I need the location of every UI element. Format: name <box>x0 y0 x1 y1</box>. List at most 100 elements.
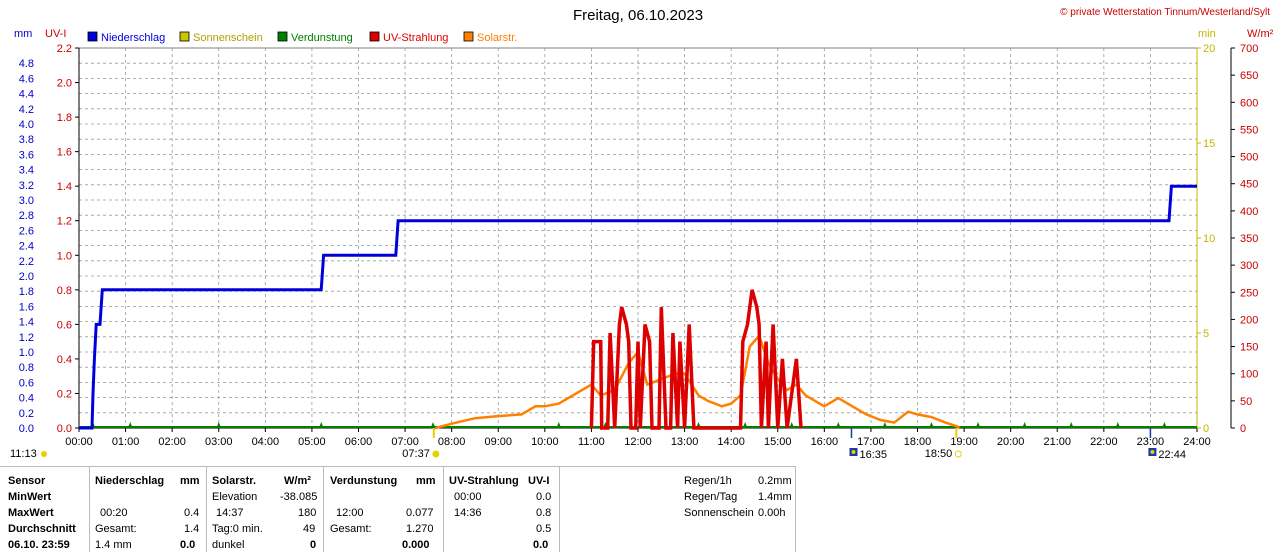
weather-chart: 00:00 01:00 02:00 03:00 04:00 05:00 06:00 07:00… <box>10 7 1274 461</box>
table-cell: Gesamt: <box>95 523 137 535</box>
table-cell: 12:00 <box>336 507 364 519</box>
chart-title: Freitag, 06.10.2023 <box>573 7 703 24</box>
wm2-tick-label: 150 <box>1240 342 1258 354</box>
table-header-sensor: Sensor <box>8 475 46 487</box>
table-row-label: MaxWert <box>8 507 54 519</box>
evaporation-marker <box>1115 422 1120 427</box>
copyright-text: © private Wetterstation Tinnum/Westerlan… <box>1060 7 1270 18</box>
wm2-tick-label: 300 <box>1240 260 1258 272</box>
chart-axes: 00:00 01:00 02:00 03:00 04:00 05:00 06:00 07:00… <box>10 28 1274 461</box>
uv-tick-label: 1.2 <box>57 216 72 228</box>
chart-legend: Niederschlag Sonnenschein Verdunstung UV-St… <box>87 31 517 44</box>
sun-event-label: 16:35 <box>859 449 887 461</box>
min-tick-label: 20 <box>1203 43 1215 55</box>
wm2-tick-label: 50 <box>1240 396 1252 408</box>
legend-label: Solarstr. <box>477 32 517 44</box>
evaporation-marker <box>1162 422 1167 427</box>
table-divider <box>795 466 796 552</box>
uv-tick-label: 1.0 <box>57 250 72 262</box>
table-cell: 0.0 <box>536 491 552 503</box>
evaporation-marker <box>556 422 561 427</box>
table-header-precip: Niederschlag <box>95 475 165 487</box>
sun-icon <box>41 451 47 457</box>
x-tick-label: 09:00 <box>484 436 512 448</box>
evaporation-marker <box>882 422 887 427</box>
table-row-label: Durchschnitt <box>8 523 76 535</box>
table-cell: Tag:0 min. <box>212 523 263 535</box>
moon-icon <box>1150 450 1155 454</box>
table-cell: 0.8 <box>536 507 552 519</box>
mm-tick-label: 3.2 <box>19 180 34 192</box>
table-header-evap: Verdunstung <box>330 475 398 487</box>
min-axis-label: min <box>1198 28 1216 40</box>
table-header-solar: Solarstr. <box>212 475 257 487</box>
x-tick-label: 13:00 <box>671 436 699 448</box>
x-tick-label: 12:00 <box>624 436 652 448</box>
table-cell: 14:36 <box>454 507 482 519</box>
evaporation-marker <box>1022 422 1027 427</box>
evaporation-marker <box>789 422 794 427</box>
mm-tick-label: 2.4 <box>19 241 34 253</box>
table-cell: 00:00 <box>454 491 482 503</box>
wm2-tick-label: 0 <box>1240 423 1246 435</box>
legend-label: UV-Strahlung <box>383 32 448 44</box>
mm-tick-label: 4.0 <box>19 119 34 131</box>
table-cell: -38.085 <box>280 491 318 503</box>
evaporation-marker <box>743 422 748 427</box>
table-cell: 1.270 <box>406 523 434 535</box>
sun-icon <box>954 450 962 458</box>
legend-swatch <box>179 31 190 42</box>
legend-label: Verdunstung <box>291 32 353 44</box>
min-tick-label: 15 <box>1203 138 1215 150</box>
x-tick-label: 17:00 <box>857 436 885 448</box>
summary-value: 1.4mm <box>758 491 792 503</box>
sun-event-label: 07:37 <box>402 448 430 460</box>
moon-icon <box>851 450 856 454</box>
sun-event-label: 18:50 <box>925 448 953 460</box>
wm2-axis-label: W/m² <box>1247 28 1274 40</box>
uv-tick-label: 1.6 <box>57 147 72 159</box>
evaporation-marker <box>216 422 221 427</box>
wm2-tick-label: 600 <box>1240 97 1258 109</box>
summary-label: Regen/Tag <box>684 491 738 503</box>
uv-tick-label: 2.2 <box>57 43 72 55</box>
sun-event-label: 22:44 <box>1158 449 1186 461</box>
mm-tick-label: 4.2 <box>19 104 34 116</box>
uv-tick-label: 2.0 <box>57 78 72 90</box>
table-row-label: 06.10. 23:59 <box>8 539 70 551</box>
mm-tick-label: 1.2 <box>19 332 34 344</box>
mm-tick-label: 4.6 <box>19 73 34 85</box>
legend-swatch <box>277 31 288 42</box>
table-cell: 49 <box>303 523 316 535</box>
table-cell: Gesamt: <box>330 523 372 535</box>
x-tick-label: 18:00 <box>904 436 932 448</box>
legend-swatch <box>87 31 98 42</box>
table-cell: 0.0 <box>533 539 549 551</box>
evaporation-marker <box>696 422 701 427</box>
x-tick-label: 16:00 <box>811 436 839 448</box>
mm-tick-label: 3.0 <box>19 195 34 207</box>
table-cell: 0.077 <box>406 507 434 519</box>
x-tick-label: 20:00 <box>997 436 1025 448</box>
mm-axis-label: mm <box>14 28 32 40</box>
x-tick-label: 24:00 <box>1183 436 1211 448</box>
sun-event-label: 11:13 <box>10 448 37 460</box>
mm-tick-label: 0.0 <box>19 423 34 435</box>
uv-axis-label: UV-I <box>45 28 66 40</box>
summary-value: 0.00h <box>758 507 786 519</box>
wm2-tick-label: 450 <box>1240 179 1258 191</box>
x-tick-label: 00:00 <box>65 436 93 448</box>
evaporation-marker <box>976 422 981 427</box>
uv-tick-label: 1.8 <box>57 112 72 124</box>
legend-label: Niederschlag <box>101 32 165 44</box>
mm-tick-label: 4.8 <box>19 58 34 70</box>
table-unit: mm <box>180 475 200 487</box>
min-tick-label: 10 <box>1203 233 1215 245</box>
mm-tick-label: 0.4 <box>19 393 34 405</box>
wm2-tick-label: 100 <box>1240 369 1258 381</box>
sun-icon <box>432 450 440 458</box>
solar-series <box>435 333 961 430</box>
legend-label: Sonnenschein <box>193 32 263 44</box>
x-tick-label: 06:00 <box>345 436 373 448</box>
mm-tick-label: 3.6 <box>19 149 34 161</box>
